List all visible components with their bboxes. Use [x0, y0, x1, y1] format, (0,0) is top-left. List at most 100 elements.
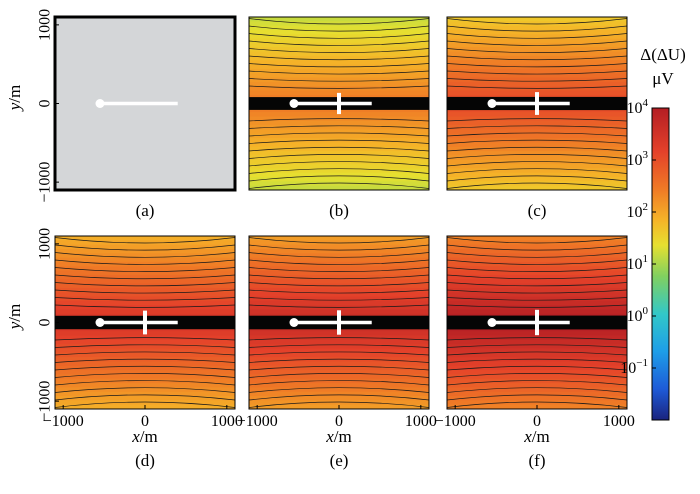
contour-line — [447, 55, 627, 61]
contour-line — [249, 55, 429, 61]
x-tick-label: 0 — [335, 413, 343, 430]
field-band — [55, 352, 235, 358]
contour-line — [249, 237, 429, 244]
tick-exponent: 2 — [643, 201, 649, 213]
field-band — [55, 236, 235, 241]
field-band — [447, 34, 627, 40]
contour-line — [249, 344, 429, 348]
contour-line — [249, 168, 429, 174]
field-band — [447, 236, 627, 241]
receiver-marker — [535, 92, 539, 115]
contour-line — [55, 365, 235, 371]
panel-4: 1000 0 −1000−1000 0 1000 x/m (d) — [37, 228, 243, 470]
field-band — [249, 266, 429, 272]
contour-line — [249, 304, 429, 308]
source-dot — [289, 99, 299, 108]
contour-line — [249, 401, 429, 408]
axis-unit: /m — [532, 427, 550, 446]
y-tick-label: 0 — [37, 319, 54, 327]
contour-line — [447, 289, 627, 294]
field-band — [447, 257, 627, 263]
field-band — [249, 378, 429, 384]
contour-line — [447, 282, 627, 287]
contour-line — [249, 267, 429, 272]
contour-line — [249, 387, 429, 393]
y-tick-label: 0 — [37, 100, 54, 108]
field-band — [447, 365, 627, 371]
tick-exponent: 0 — [643, 305, 649, 317]
field-band — [249, 292, 429, 298]
field-band — [447, 172, 627, 178]
field-band — [447, 125, 627, 131]
contour-line — [323, 189, 355, 190]
contour-line — [447, 182, 627, 189]
contour-line — [447, 63, 627, 68]
contour-line — [55, 259, 235, 265]
field-band — [249, 55, 429, 61]
field-band — [55, 300, 235, 306]
field-band — [249, 257, 429, 263]
panel-3: (c) — [446, 16, 628, 220]
field-band — [447, 38, 627, 44]
contour-line — [55, 252, 235, 258]
contour-line — [249, 4, 429, 10]
field-band — [249, 270, 429, 276]
panel-field — [249, 236, 429, 409]
field-band — [447, 17, 627, 22]
field-band — [447, 151, 627, 156]
contour-line — [249, 25, 429, 32]
field-band — [447, 248, 627, 254]
panel-frame — [446, 16, 628, 191]
source-dot — [487, 99, 497, 108]
field-band — [249, 181, 429, 187]
contour-line — [249, 161, 429, 167]
contour-line — [447, 125, 627, 129]
contour-line — [447, 351, 627, 356]
contour-line — [447, 259, 627, 265]
field-band — [447, 361, 627, 367]
field-band — [447, 357, 627, 363]
contour-line — [55, 351, 235, 356]
contour-line — [447, 267, 627, 272]
field-band — [249, 352, 429, 358]
panel-frame — [248, 16, 430, 191]
field-band — [55, 266, 235, 272]
contour-line — [55, 282, 235, 287]
contour-line — [249, 48, 429, 53]
panel-5: −1000 0 1000 x/m (e) — [237, 235, 437, 470]
field-band — [249, 112, 429, 118]
x-axis-label: x/m — [325, 427, 352, 446]
field-band — [249, 172, 429, 178]
field-band — [447, 181, 627, 187]
field-band — [447, 81, 627, 87]
field-band — [249, 168, 429, 174]
field-band — [55, 378, 235, 384]
panel-2: (b) — [248, 4, 430, 220]
contour-line — [55, 401, 235, 408]
source-dot — [95, 99, 105, 108]
field-band — [55, 357, 235, 363]
contour-line — [521, 17, 553, 18]
field-band — [249, 146, 429, 152]
field-band — [447, 292, 627, 298]
panel-caption: (a) — [136, 201, 155, 220]
y-tick-label: 1000 — [37, 228, 54, 260]
panel-caption: (b) — [329, 201, 349, 220]
contour-line — [249, 118, 429, 122]
field-band — [249, 68, 429, 74]
contour-line — [249, 63, 429, 68]
x-axis-label: x/m — [523, 427, 550, 446]
field-band — [447, 138, 627, 144]
x-tick-label: −1000 — [237, 413, 278, 430]
field-band — [447, 244, 627, 250]
axis-unit: /m — [5, 304, 24, 322]
contour-line — [447, 25, 627, 32]
panel-caption: (f) — [529, 451, 546, 470]
field-band — [249, 400, 429, 406]
contour-line — [55, 267, 235, 272]
panel-caption: (d) — [135, 451, 155, 470]
field-band — [447, 55, 627, 61]
contour-line — [55, 289, 235, 294]
field-band — [447, 352, 627, 358]
